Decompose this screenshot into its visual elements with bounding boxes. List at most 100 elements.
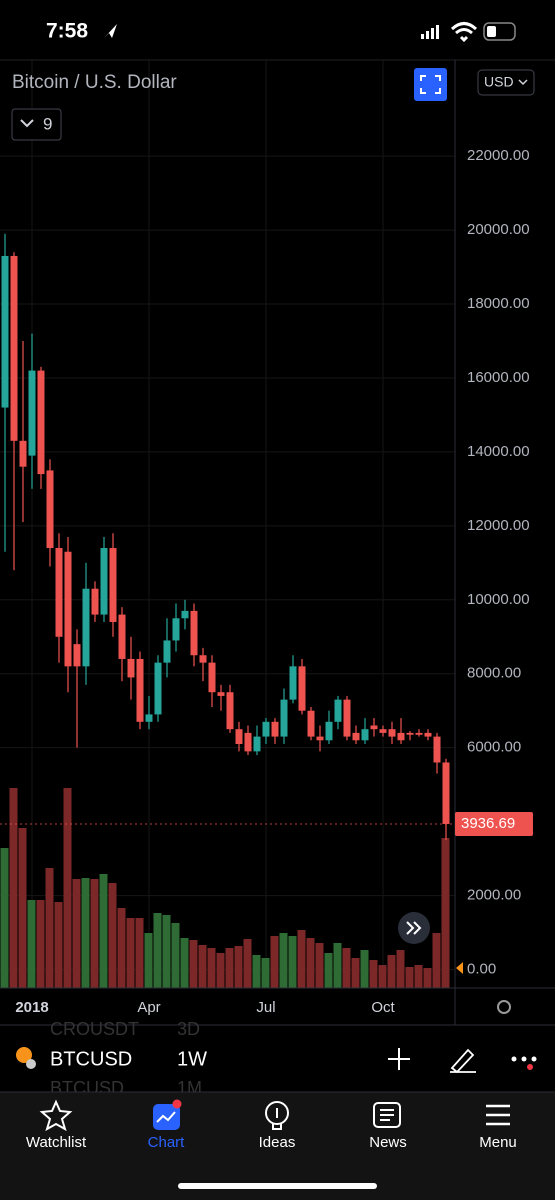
volume-bar bbox=[81, 878, 90, 988]
volume-bar bbox=[27, 900, 36, 988]
volume-bar bbox=[324, 953, 333, 988]
candle-body bbox=[46, 470, 54, 549]
volume-bar bbox=[432, 933, 441, 988]
last-price-tag bbox=[455, 811, 533, 836]
volume-bar bbox=[279, 933, 288, 988]
candle-body bbox=[91, 588, 99, 615]
candle-body bbox=[433, 736, 441, 763]
chart-icon-line bbox=[156, 1111, 176, 1123]
y-tick-label: 0.00 bbox=[467, 960, 496, 977]
volume-bar bbox=[144, 933, 153, 988]
candle-body bbox=[289, 666, 297, 700]
currency-button[interactable] bbox=[477, 69, 535, 96]
candle-body bbox=[145, 714, 153, 722]
volume-bar bbox=[108, 883, 117, 988]
prev-interval: 3D bbox=[177, 1019, 200, 1039]
battery-level bbox=[487, 26, 496, 37]
indicators-count: 9 bbox=[43, 114, 52, 133]
candle-body bbox=[244, 732, 252, 752]
candle-body bbox=[307, 710, 315, 737]
symbol-row bbox=[0, 1040, 555, 1080]
candle-body bbox=[379, 729, 387, 733]
candle-body bbox=[37, 370, 45, 475]
candle-body bbox=[136, 658, 144, 722]
volume-bar bbox=[288, 936, 297, 988]
menu-icon bbox=[486, 1104, 510, 1126]
candle-body bbox=[217, 692, 225, 696]
scroll-icon bbox=[406, 921, 422, 935]
clock: 7:58 bbox=[46, 20, 88, 43]
volume-bar bbox=[189, 940, 198, 988]
chart-title: Bitcoin / U.S. Dollar bbox=[12, 72, 177, 93]
volume-bar bbox=[45, 868, 54, 988]
volume-bar bbox=[234, 946, 243, 988]
volume-bar bbox=[9, 788, 18, 988]
tab-label[interactable]: Ideas bbox=[259, 1134, 296, 1151]
candle-body bbox=[424, 732, 432, 737]
x-tick-label: Jul bbox=[256, 999, 275, 1016]
settings-icon[interactable] bbox=[497, 1000, 511, 1014]
tab-label[interactable]: News bbox=[369, 1134, 407, 1151]
y-tick-label: 14000.00 bbox=[467, 443, 530, 460]
volume-bar bbox=[207, 948, 216, 988]
draw-button[interactable] bbox=[450, 1048, 476, 1074]
volume-bar bbox=[378, 965, 387, 988]
volume-bar bbox=[180, 938, 189, 988]
volume-bar bbox=[0, 848, 9, 988]
news-icon bbox=[373, 1102, 401, 1128]
volume-bar bbox=[414, 965, 423, 988]
volume-bar bbox=[270, 936, 279, 988]
volume-bar bbox=[171, 923, 180, 988]
fullscreen-button[interactable] bbox=[414, 68, 447, 101]
volume-bar bbox=[72, 879, 81, 988]
indicators-button[interactable] bbox=[11, 108, 62, 141]
candle-body bbox=[406, 732, 414, 735]
candle-body bbox=[343, 699, 351, 737]
news-icon-lines bbox=[380, 1109, 394, 1121]
y-tick-label: 2000.00 bbox=[467, 887, 521, 904]
chevron bbox=[20, 119, 34, 128]
candle-body bbox=[172, 618, 180, 641]
candle-body bbox=[361, 729, 369, 741]
y-tick-label: 10000.00 bbox=[467, 591, 530, 608]
y-tick-label: 6000.00 bbox=[467, 739, 521, 756]
more-button[interactable] bbox=[511, 1056, 537, 1071]
ideas-icon-stem bbox=[272, 1108, 282, 1130]
add-button[interactable] bbox=[388, 1048, 410, 1070]
volume-bar bbox=[360, 950, 369, 988]
tabs: Watchlist Chart Ideas News Menu bbox=[26, 1134, 517, 1151]
candles bbox=[1, 233, 450, 841]
candle-body bbox=[82, 588, 90, 667]
x-tick-label: 2018 bbox=[15, 999, 48, 1016]
volume-marker bbox=[456, 962, 463, 974]
candle-body bbox=[352, 732, 360, 741]
btc-icon bbox=[16, 1047, 32, 1063]
tab-label[interactable]: Chart bbox=[148, 1134, 186, 1151]
symbol[interactable]: BTCUSD bbox=[50, 1048, 132, 1070]
y-tick-label: 16000.00 bbox=[467, 369, 530, 386]
volume-bar bbox=[387, 955, 396, 988]
candle-body bbox=[73, 644, 81, 667]
volume-bar bbox=[63, 788, 72, 988]
volume-bar bbox=[315, 943, 324, 988]
volume-bar bbox=[135, 918, 144, 988]
tab-label[interactable]: Watchlist bbox=[26, 1134, 87, 1151]
candle-body bbox=[190, 610, 198, 656]
prev-symbol: CROUSDT bbox=[50, 1019, 139, 1039]
volume-bar bbox=[306, 938, 315, 988]
volume-bar bbox=[216, 953, 225, 988]
candle-body bbox=[415, 732, 423, 735]
volume-bar bbox=[225, 948, 234, 988]
tab-label[interactable]: Menu bbox=[479, 1134, 517, 1151]
candle-body bbox=[154, 662, 162, 715]
candle-body bbox=[100, 548, 108, 615]
candle-body bbox=[316, 736, 324, 741]
candle-body bbox=[55, 548, 63, 637]
usd-icon bbox=[26, 1059, 36, 1069]
chart-badge bbox=[172, 1099, 182, 1109]
interval[interactable]: 1W bbox=[177, 1048, 207, 1070]
volume-bar bbox=[99, 874, 108, 988]
volume-bar bbox=[18, 828, 27, 988]
candle-body bbox=[163, 640, 171, 663]
